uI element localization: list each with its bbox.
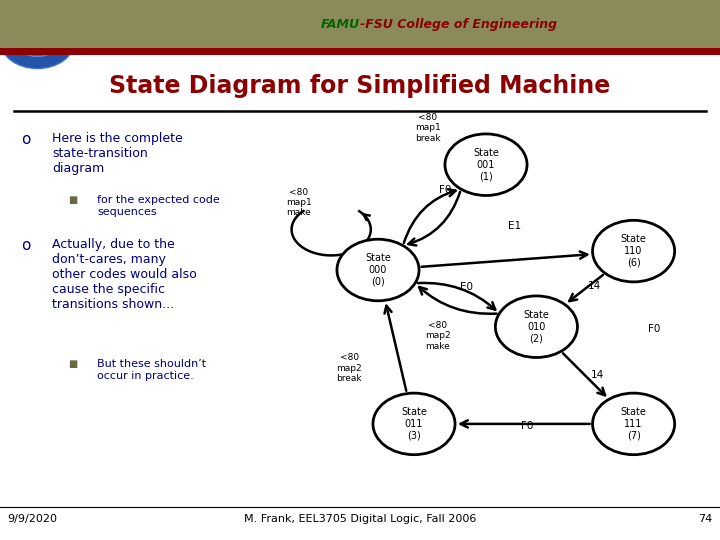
Text: ■: ■ (68, 359, 78, 369)
Text: F0: F0 (438, 185, 451, 195)
Text: -FSU College of Engineering: -FSU College of Engineering (360, 18, 557, 31)
Text: 14: 14 (591, 370, 604, 380)
Text: E1: E1 (508, 221, 521, 231)
FancyArrowPatch shape (461, 420, 590, 428)
Text: State
111
(7): State 111 (7) (621, 407, 647, 441)
Text: State
010
(2): State 010 (2) (523, 310, 549, 343)
FancyArrowPatch shape (384, 306, 406, 391)
Circle shape (593, 393, 675, 455)
Text: o: o (22, 132, 31, 147)
Text: <80
map2
make: <80 map2 make (425, 321, 451, 351)
Text: ■: ■ (68, 195, 78, 206)
Text: F0: F0 (521, 421, 534, 430)
Circle shape (0, 12, 75, 69)
Text: 9/9/2020: 9/9/2020 (7, 515, 57, 524)
Circle shape (337, 239, 419, 301)
Text: State Diagram for Simplified Machine: State Diagram for Simplified Machine (109, 75, 611, 98)
Text: o: o (22, 238, 31, 253)
Text: E0: E0 (460, 282, 473, 292)
FancyArrowPatch shape (422, 252, 588, 267)
Circle shape (445, 134, 527, 195)
Text: FAMU: FAMU (321, 18, 360, 31)
FancyArrowPatch shape (418, 283, 495, 309)
FancyBboxPatch shape (0, 0, 720, 48)
Text: State
001
(1): State 001 (1) (473, 148, 499, 181)
Text: State
011
(3): State 011 (3) (401, 407, 427, 441)
Circle shape (495, 296, 577, 357)
FancyBboxPatch shape (0, 48, 720, 55)
Circle shape (373, 393, 455, 455)
Text: 74: 74 (698, 515, 713, 524)
Text: M. Frank, EEL3705 Digital Logic, Fall 2006: M. Frank, EEL3705 Digital Logic, Fall 20… (244, 515, 476, 524)
Circle shape (16, 24, 59, 57)
Text: 14: 14 (588, 281, 600, 291)
Text: But these shouldn’t
occur in practice.: But these shouldn’t occur in practice. (97, 359, 207, 381)
Text: for the expected code
sequences: for the expected code sequences (97, 195, 220, 217)
Text: State
000
(0): State 000 (0) (365, 253, 391, 287)
Text: F0: F0 (648, 325, 660, 334)
Text: Here is the complete
state-transition
diagram: Here is the complete state-transition di… (52, 132, 183, 176)
Text: Actually, due to the
don’t-cares, many
other codes would also
cause the specific: Actually, due to the don’t-cares, many o… (52, 238, 197, 310)
Circle shape (593, 220, 675, 282)
Text: <80
map2
break: <80 map2 break (336, 353, 362, 383)
Text: <80
map1
break: <80 map1 break (415, 113, 441, 143)
Text: <80
map1
make: <80 map1 make (286, 187, 312, 218)
FancyArrowPatch shape (563, 353, 605, 395)
FancyArrowPatch shape (408, 192, 460, 246)
FancyArrowPatch shape (419, 287, 497, 314)
FancyArrowPatch shape (570, 275, 603, 301)
Text: State
110
(6): State 110 (6) (621, 234, 647, 268)
FancyArrowPatch shape (404, 189, 456, 243)
